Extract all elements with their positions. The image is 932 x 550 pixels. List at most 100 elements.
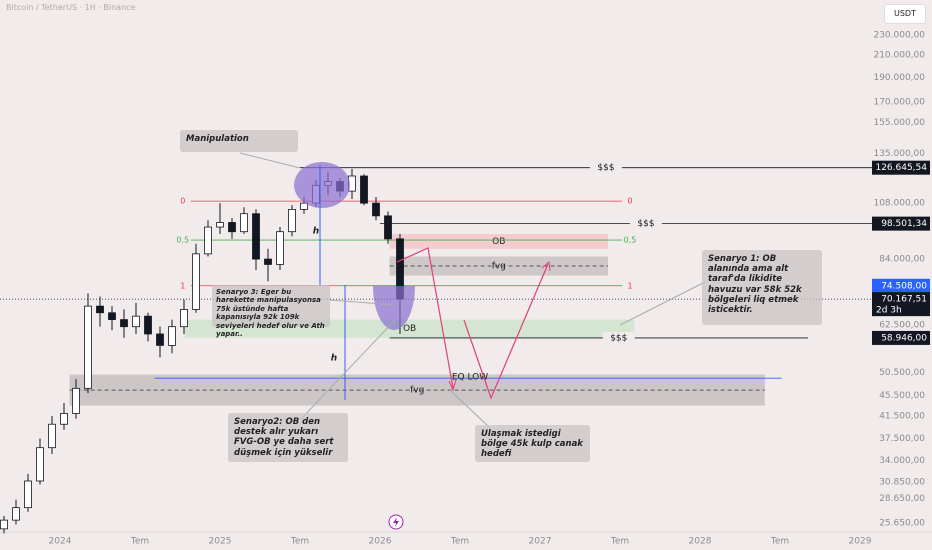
candle-body <box>372 202 380 217</box>
price-label: 58.946,00 <box>881 333 927 343</box>
x-tick-label: Tem <box>290 537 309 547</box>
y-tick-label: 170.000,00 <box>873 98 925 108</box>
y-tick-label: 62.500,00 <box>879 320 925 330</box>
callout-line <box>239 152 301 169</box>
x-tick-label: Tem <box>610 537 629 547</box>
x-tick-label: Tem <box>450 537 469 547</box>
candle-body <box>156 333 164 346</box>
candle-body <box>84 305 92 389</box>
fib-label: 1 <box>180 281 185 290</box>
candle-body <box>60 412 68 425</box>
level-tag-bg <box>630 217 662 230</box>
y-tick-label: 50.500,00 <box>879 368 925 378</box>
level-tag: $$$ <box>637 219 654 229</box>
y-tick-label: 190.000,00 <box>873 73 925 83</box>
price-label-bg <box>872 292 930 317</box>
price-label-bg <box>872 278 930 293</box>
candle-body <box>36 447 44 482</box>
candle-body <box>24 480 32 509</box>
drawings <box>239 152 706 530</box>
fib-label: 0,5 <box>624 236 637 245</box>
manipulation-highlight <box>294 162 350 208</box>
price-label-bg <box>872 160 930 175</box>
projection-arrow <box>463 263 549 400</box>
y-tick-label: 37.500,00 <box>879 434 925 444</box>
candle-body <box>360 175 368 204</box>
level-tag-bg <box>590 161 622 174</box>
price-label-bg <box>872 330 930 345</box>
candle-body <box>276 231 284 265</box>
annotation: Senaryo 3: Eger bu harekette manipulasyo… <box>212 285 330 338</box>
candle-body <box>132 315 140 328</box>
level-tag-bg <box>602 331 635 344</box>
x-tick-label: 2029 <box>849 537 872 547</box>
arrow-head <box>448 379 457 392</box>
annotation: Senaryo 1: OB alanında ama alt taraf'da … <box>702 250 822 325</box>
level-tag: $$$ <box>597 163 614 173</box>
callout-line <box>299 319 396 421</box>
candle-body <box>72 387 80 414</box>
y-tick-label: 28.650,00 <box>879 494 925 504</box>
candle-body <box>228 222 236 233</box>
price-label-bg <box>872 216 930 231</box>
zone <box>389 234 608 249</box>
candle-body <box>168 326 176 346</box>
x-tick-label: Tem <box>130 537 149 547</box>
projection-arrow <box>396 247 454 389</box>
y-tick-label: 108.000,00 <box>873 199 925 209</box>
zone <box>389 256 608 276</box>
y-tick-label: 45.500,00 <box>879 391 925 401</box>
candle-body <box>384 215 392 240</box>
annotation: Manipulation <box>180 130 298 152</box>
fib-label: 1 <box>627 281 632 290</box>
annotation: Senaryo2: OB den destek alır yukarı FVG-… <box>228 413 348 462</box>
ob-highlight <box>373 286 415 330</box>
fib-label: 0,5 <box>176 236 189 245</box>
lightning-glyph <box>393 517 399 527</box>
x-tick-label: 2025 <box>209 537 232 547</box>
candle-body <box>252 213 260 260</box>
callout-line <box>619 281 706 326</box>
x-tick-label: 2027 <box>529 537 552 547</box>
price-axis-bg <box>872 0 932 550</box>
y-tick-label: 84.000,00 <box>879 255 925 265</box>
level-tag: $$$ <box>610 333 627 343</box>
y-tick-label: 230.000,00 <box>873 30 925 40</box>
candle-body <box>48 423 56 449</box>
y-tick-label: 135.000,00 <box>873 149 925 159</box>
callout-line <box>329 299 396 306</box>
y-tick-label: 25.650,00 <box>879 519 925 529</box>
x-tick-label: Tem <box>770 537 789 547</box>
fib-label: 0 <box>180 197 185 206</box>
x-tick-label: 2024 <box>49 537 72 547</box>
y-tick-label: 210.000,00 <box>873 51 925 61</box>
candle-body <box>204 226 212 255</box>
y-tick-label: 41.500,00 <box>879 412 925 422</box>
price-label: 98.501,34 <box>881 219 927 229</box>
candle-body <box>264 258 272 265</box>
annotation: Ulaşmak istedigi bölge 45k kulp canak he… <box>475 425 590 462</box>
y-tick-label: 155.000,00 <box>873 118 925 128</box>
measure-label: h <box>313 227 319 237</box>
callout-line <box>449 389 491 429</box>
price-label: 74.508,00 <box>881 281 927 291</box>
zone-label: fvg <box>410 386 424 396</box>
measure-label: h <box>331 354 337 364</box>
currency-button[interactable]: USDT <box>884 4 926 24</box>
candle-body <box>96 305 104 314</box>
price-label: 70.167,51 <box>881 295 927 305</box>
candle-body <box>192 253 200 310</box>
candle-body <box>288 209 296 233</box>
price-label: 126.645,54 <box>875 163 927 173</box>
x-tick-label: 2026 <box>369 537 392 547</box>
countdown: 2d 3h <box>876 306 902 316</box>
candle-body <box>216 222 224 228</box>
candle-body <box>120 319 128 328</box>
candle-body <box>180 309 188 328</box>
x-tick-label: 2028 <box>689 537 712 547</box>
candle-body <box>108 312 116 321</box>
zone-label: fvg <box>492 262 506 272</box>
y-tick-label: 30.850,00 <box>879 478 925 488</box>
